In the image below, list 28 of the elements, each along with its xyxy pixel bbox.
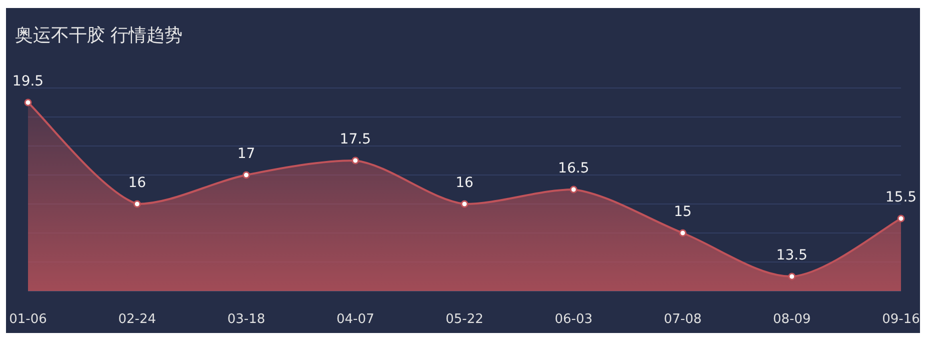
- data-label: 15: [674, 204, 692, 220]
- x-tick-label: 04-07: [336, 312, 374, 327]
- point: [352, 156, 360, 164]
- data-label: 16.5: [558, 160, 590, 176]
- x-tick-label: 01-06: [9, 312, 47, 327]
- x-tick-label: 05-22: [446, 312, 484, 327]
- x-tick-label: 09-16: [882, 312, 920, 327]
- data-label: 17: [237, 146, 256, 162]
- data-label: 13.5: [776, 248, 808, 264]
- point: [570, 186, 578, 194]
- point: [788, 272, 796, 280]
- x-tick-label: 02-24: [118, 312, 156, 327]
- data-label: 15.5: [885, 190, 917, 206]
- point: [242, 171, 250, 179]
- point: [679, 229, 686, 237]
- point: [460, 200, 468, 208]
- point: [24, 98, 32, 106]
- x-tick-label: 03-18: [227, 312, 266, 327]
- chart-title: 奥运不干胶 行情趋势: [15, 25, 183, 46]
- data-label: 17.5: [340, 132, 371, 148]
- x-tick-label: 08-09: [772, 312, 811, 327]
- data-label: 19.5: [12, 74, 44, 90]
- point: [897, 214, 905, 222]
- data-label: 16: [456, 175, 474, 191]
- x-tick-label: 07-08: [664, 312, 702, 327]
- point: [133, 200, 141, 208]
- data-label: 16: [128, 175, 146, 191]
- x-tick-label: 06-03: [554, 312, 593, 327]
